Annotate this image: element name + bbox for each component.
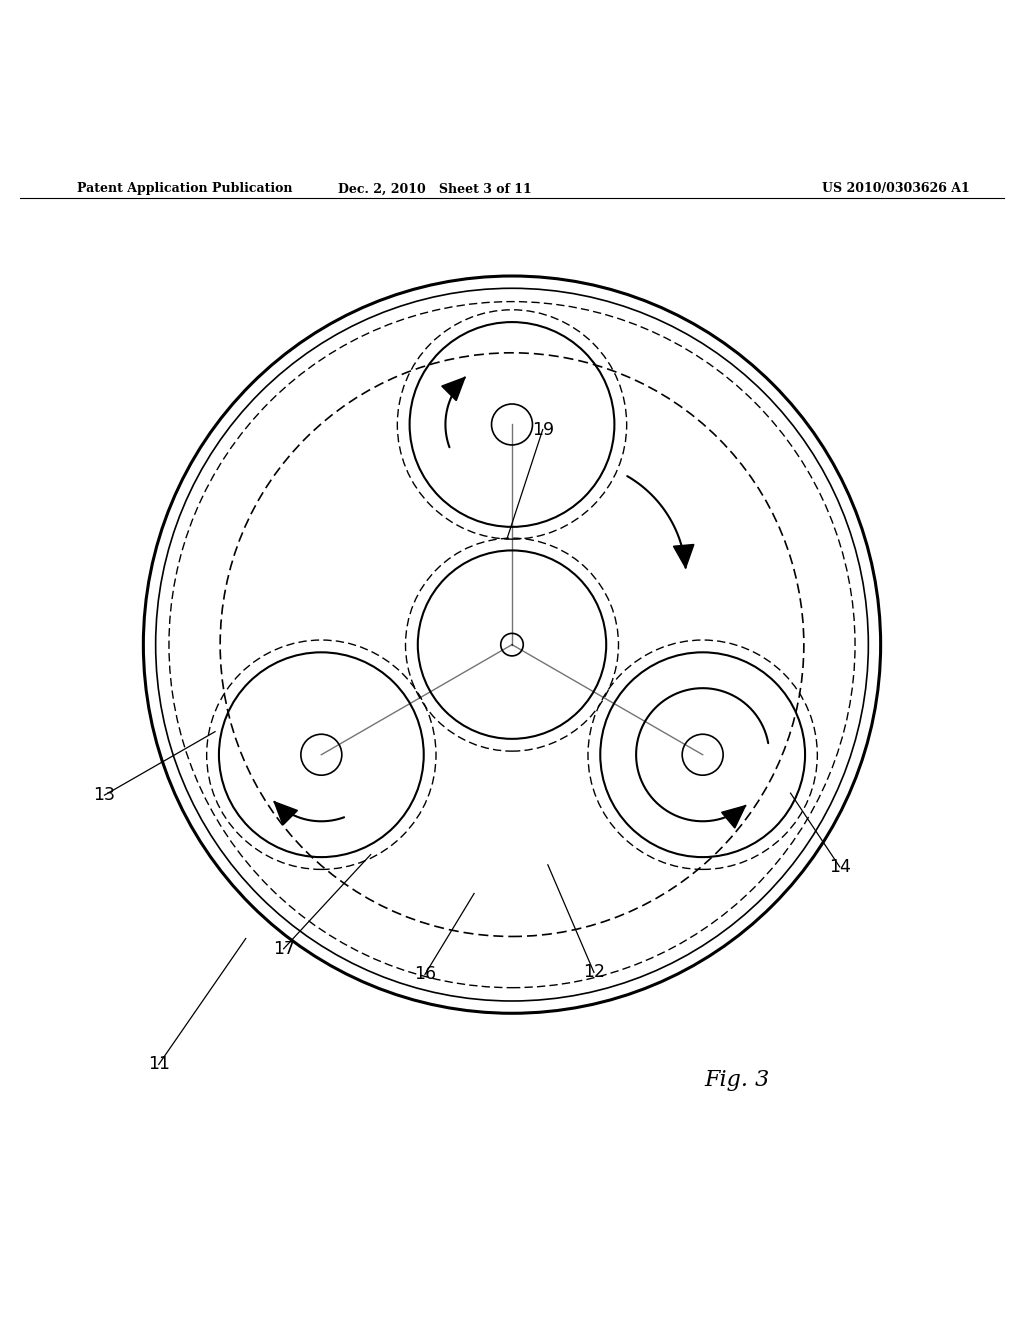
Polygon shape [674, 544, 694, 568]
Text: Patent Application Publication: Patent Application Publication [77, 182, 292, 195]
Text: 14: 14 [828, 858, 851, 876]
Text: 11: 11 [147, 1056, 170, 1073]
Text: Dec. 2, 2010   Sheet 3 of 11: Dec. 2, 2010 Sheet 3 of 11 [338, 182, 532, 195]
Polygon shape [274, 801, 297, 825]
Text: 12: 12 [583, 964, 605, 981]
Text: 13: 13 [93, 787, 116, 804]
Text: 17: 17 [272, 940, 295, 958]
Text: 16: 16 [414, 965, 436, 983]
Text: 19: 19 [531, 421, 554, 438]
Polygon shape [722, 805, 745, 828]
Text: Fig. 3: Fig. 3 [705, 1069, 770, 1090]
Polygon shape [441, 378, 465, 400]
Text: US 2010/0303626 A1: US 2010/0303626 A1 [822, 182, 970, 195]
